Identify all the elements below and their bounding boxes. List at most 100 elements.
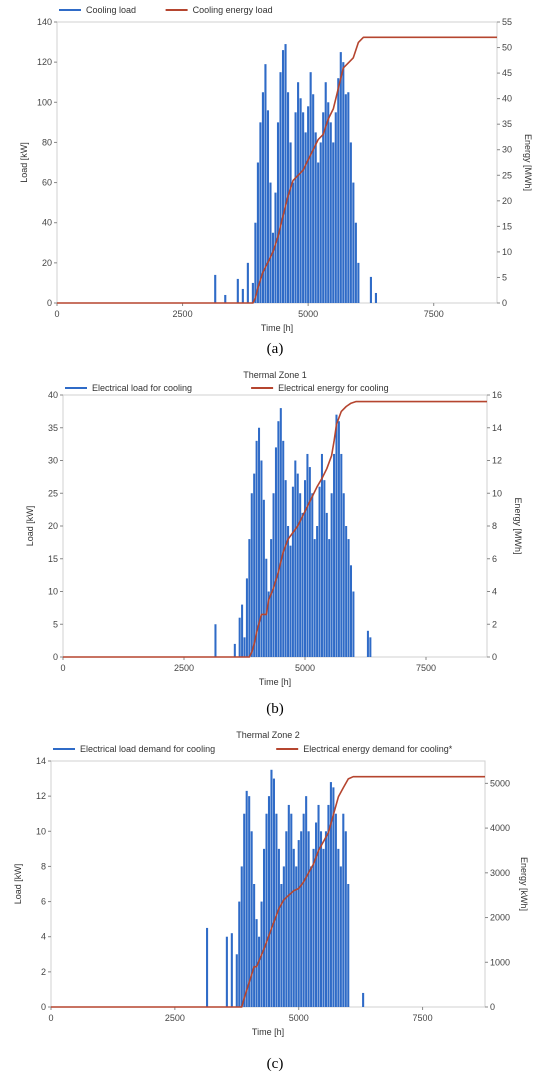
legend-entry: Electrical load for cooling [92,383,192,393]
bar [342,62,345,304]
bar [342,813,345,1007]
bar [289,142,292,303]
bar [287,526,290,657]
y2-tick-label: 5000 [490,778,510,788]
x-tick-label: 7500 [424,309,444,319]
bar [349,565,353,657]
x-tick-label: 2500 [165,1013,185,1023]
bar [347,539,350,657]
bar [258,427,261,657]
y-tick-label: 14 [36,756,46,766]
bar [206,927,209,1007]
bar [289,545,292,657]
bar [352,591,355,657]
bar [251,282,254,303]
bar [269,182,272,303]
y-tick-label: 12 [36,791,46,801]
y-tick-label: 20 [42,258,52,268]
y-tick-label: 40 [42,218,52,228]
bar [307,831,310,1007]
bar [339,52,342,303]
bar [319,831,323,1007]
bar [328,539,331,657]
bar [260,460,263,657]
bar [224,294,227,303]
bar [275,813,278,1007]
bar [323,480,326,657]
bar [337,848,340,1007]
legend: Cooling load Cooling energy load [59,5,273,15]
y-tick-label: 5 [53,619,58,629]
bar [250,831,253,1007]
bar [299,493,302,657]
bar [349,142,352,303]
bar [302,813,305,1007]
bar [258,936,261,1007]
bar [324,82,327,303]
bar [325,512,328,657]
panel-b: Thermal Zone 1 Electrical load for coolin… [0,365,550,725]
bar [317,162,320,303]
bar [352,182,355,303]
subfigure-label-b: (b) [266,701,284,717]
bar [344,831,347,1007]
bar [259,122,262,303]
bar [241,288,244,303]
bar [253,884,256,1007]
bar [255,440,258,657]
bar [265,813,268,1007]
x-tick-label: 5000 [289,1013,309,1023]
y2-tick-label: 50 [502,43,512,53]
bar [261,92,264,303]
bar [330,493,333,657]
bar [248,796,251,1007]
bar [312,848,315,1007]
bar [374,292,378,303]
y2-tick-label: 10 [502,247,512,257]
bar [297,82,300,303]
x-tick-label: 0 [54,309,59,319]
y-tick-label: 80 [42,137,52,147]
x-axis-label: Time [h] [259,677,291,687]
bar [246,262,249,303]
bar-series [206,769,365,1007]
y-tick-label: 60 [42,178,52,188]
bar [285,831,288,1007]
y-tick-label: 4 [41,932,46,942]
y2-axis-label: Energy [MWh] [513,497,523,554]
x-tick-label: 2500 [174,663,194,673]
bar-series [214,44,378,304]
y2-tick-label: 15 [502,221,512,231]
bar [287,804,290,1007]
bar [345,526,348,657]
bar [344,94,347,303]
bar [316,526,319,657]
legend-entry: Electrical energy for cooling [278,383,389,393]
bar [271,232,275,303]
y-tick-label: 20 [48,521,58,531]
bar [314,132,317,303]
bar [240,866,243,1007]
bar [333,453,336,657]
bar [322,112,325,303]
bar [248,539,251,657]
y-tick-label: 0 [41,1002,46,1012]
bar [245,790,248,1007]
bar [369,637,372,657]
y2-tick-label: 55 [502,17,512,27]
y2-tick-label: 10 [492,488,502,498]
y2-tick-label: 3000 [490,868,510,878]
x-tick-label: 0 [48,1013,53,1023]
legend-entry: Cooling energy load [193,5,273,15]
bar [295,866,298,1007]
bar [308,467,311,657]
bar [267,591,270,657]
bar [362,992,365,1007]
chart-title: Thermal Zone 2 [236,730,300,740]
bar [324,831,328,1007]
y2-tick-label: 30 [502,145,512,155]
bar [230,933,233,1007]
y2-tick-label: 0 [492,652,497,662]
energy-line [51,775,485,1008]
legend: Electrical load for cooling Electrical en… [65,383,389,393]
